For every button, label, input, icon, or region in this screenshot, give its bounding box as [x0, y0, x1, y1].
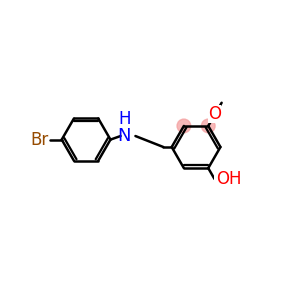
- Text: Br: Br: [30, 130, 48, 148]
- Circle shape: [177, 119, 191, 133]
- Text: H: H: [118, 110, 131, 128]
- Text: N: N: [118, 127, 131, 145]
- Text: OH: OH: [216, 170, 242, 188]
- Text: O: O: [208, 105, 221, 123]
- Circle shape: [201, 119, 215, 133]
